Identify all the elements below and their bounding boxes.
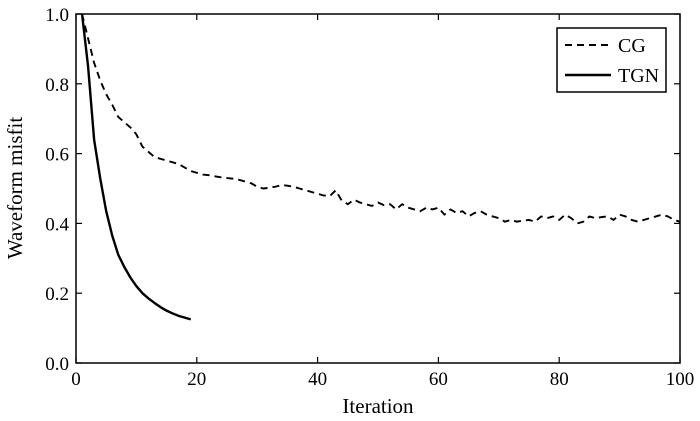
x-tick-label: 100 [666, 369, 695, 390]
tick-labels: 0 20 40 60 80 100 0.0 0.2 0.4 0.6 0.8 1.0 [45, 5, 694, 390]
y-axis-label: Waveform misfit [3, 117, 27, 260]
legend-tgn-label: TGN [618, 65, 659, 87]
x-tick-label: 60 [429, 369, 448, 390]
legend: CG TGN [556, 27, 667, 93]
series-line-tgn [80, 13, 192, 321]
plot-area-border [75, 13, 681, 364]
y-tick-label: 0.6 [45, 145, 69, 166]
plot-frame [75, 13, 681, 364]
y-tick-label: 0.8 [45, 75, 69, 96]
x-tick-label: 0 [71, 369, 81, 390]
y-tick-label: 0.2 [45, 284, 69, 305]
y-tick-label: 1.0 [45, 5, 69, 26]
x-tick-label: 40 [308, 369, 327, 390]
x-tick-label: 80 [550, 369, 569, 390]
ticks [75, 13, 681, 364]
y-tick-label: 0.4 [45, 214, 69, 235]
legend-box [556, 27, 667, 93]
y-tick-label: 0.0 [45, 354, 69, 375]
series-layer [80, 13, 681, 321]
x-axis-label: Iteration [342, 394, 414, 418]
x-tick-label: 20 [187, 369, 206, 390]
series-line-cg [81, 13, 681, 225]
legend-cg-label: CG [618, 35, 646, 57]
